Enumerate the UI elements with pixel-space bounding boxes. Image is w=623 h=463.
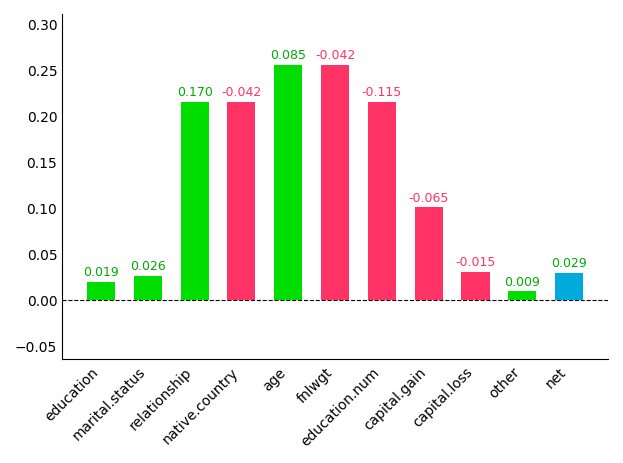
Bar: [462, 272, 490, 300]
Bar: [415, 208, 443, 300]
Text: 0.019: 0.019: [83, 266, 119, 279]
Text: -0.065: -0.065: [409, 191, 449, 204]
Text: -0.042: -0.042: [221, 86, 262, 99]
Text: 0.026: 0.026: [130, 259, 166, 272]
Bar: [508, 292, 536, 300]
Bar: [321, 66, 349, 300]
Bar: [181, 102, 209, 300]
Text: 0.009: 0.009: [505, 275, 540, 288]
Text: 0.170: 0.170: [177, 86, 212, 99]
Bar: [227, 102, 255, 300]
Bar: [274, 66, 302, 300]
Text: -0.042: -0.042: [315, 49, 355, 62]
Text: 0.085: 0.085: [270, 49, 307, 62]
Bar: [555, 273, 583, 300]
Text: -0.015: -0.015: [455, 256, 496, 269]
Bar: [368, 102, 396, 300]
Text: 0.029: 0.029: [551, 257, 587, 269]
Text: -0.115: -0.115: [362, 86, 402, 99]
Bar: [87, 282, 115, 300]
Bar: [134, 276, 162, 300]
